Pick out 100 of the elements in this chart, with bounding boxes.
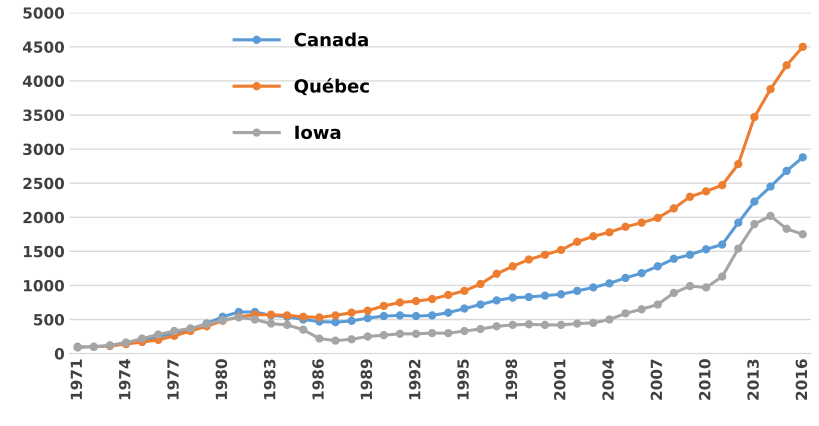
y-tick-label: 4000 — [22, 75, 64, 87]
point — [315, 313, 324, 322]
point — [540, 291, 550, 300]
x-tick-label: 2001 — [554, 359, 566, 400]
y-tick-label: 4500 — [22, 41, 64, 53]
point — [734, 218, 742, 227]
point — [750, 220, 759, 228]
point — [589, 318, 598, 328]
point — [621, 222, 630, 231]
point — [380, 331, 388, 340]
x-tick-label: 2016 — [796, 359, 808, 400]
point — [654, 214, 662, 222]
x-tick-label: 1992 — [408, 360, 420, 400]
point — [686, 282, 694, 290]
point — [364, 332, 372, 341]
point — [766, 212, 775, 220]
point — [750, 112, 759, 122]
point — [524, 255, 533, 264]
x-tick-label: 2013 — [747, 360, 759, 400]
point — [492, 322, 501, 330]
x-tick-label: 1983 — [264, 360, 276, 400]
point — [412, 330, 420, 338]
point — [476, 280, 485, 288]
point — [364, 314, 372, 322]
point — [621, 309, 630, 318]
y-tick-label: 2500 — [23, 178, 64, 190]
point — [798, 230, 807, 238]
x-tick-label: 1995 — [457, 360, 469, 400]
point — [460, 326, 469, 336]
legend-label: Québec — [294, 78, 369, 96]
y-tick-label: 0 — [54, 348, 64, 360]
point — [460, 304, 469, 313]
point — [299, 326, 308, 334]
point — [573, 286, 582, 296]
point — [686, 192, 694, 201]
legend-label: Canada — [294, 32, 368, 46]
x-tick-label: 2004 — [602, 359, 614, 400]
point — [412, 296, 420, 306]
point — [621, 274, 630, 282]
point — [492, 270, 501, 278]
x-tick-label: 1974 — [118, 359, 130, 400]
point — [476, 300, 485, 309]
point — [540, 250, 550, 259]
x-tick-label: 2010 — [698, 359, 711, 400]
point — [798, 42, 807, 52]
point — [331, 336, 340, 345]
point — [718, 181, 726, 190]
point — [766, 84, 775, 94]
point — [589, 283, 598, 292]
point — [380, 312, 388, 320]
y-tick-label: 2000 — [23, 212, 64, 224]
x-tick-label: 1977 — [167, 360, 179, 400]
point — [589, 232, 598, 241]
x-tick-label: 1971 — [70, 359, 82, 400]
legend-label: Iowa — [295, 126, 340, 140]
point — [315, 334, 324, 343]
point — [250, 315, 260, 324]
point — [718, 240, 726, 249]
point — [524, 320, 533, 328]
x-tick-label: 1998 — [506, 359, 518, 400]
point — [605, 315, 614, 324]
x-tick-label: 1986 — [312, 359, 324, 400]
point — [444, 328, 452, 338]
point — [702, 245, 710, 254]
y-tick-label: 3000 — [23, 144, 64, 156]
point — [654, 262, 662, 270]
point — [364, 306, 372, 315]
point — [734, 244, 742, 253]
point — [508, 294, 517, 302]
point — [670, 288, 678, 298]
point — [605, 228, 614, 236]
point — [556, 246, 566, 254]
y-tick-label: 3500 — [23, 109, 64, 122]
point — [508, 262, 517, 270]
point — [718, 272, 726, 281]
y-tick-label: 1500 — [24, 246, 64, 258]
point — [347, 316, 356, 326]
point — [476, 324, 485, 334]
point — [686, 250, 694, 259]
point — [524, 292, 533, 302]
point — [605, 279, 614, 288]
point — [299, 312, 308, 321]
point — [782, 61, 791, 70]
point — [396, 298, 404, 307]
y-tick-label: 1000 — [24, 280, 64, 292]
x-tick-label: 1980 — [216, 359, 228, 400]
point — [670, 254, 678, 264]
point — [347, 308, 356, 317]
point — [782, 166, 791, 176]
x-tick-label: 1989 — [360, 359, 372, 400]
point — [508, 320, 517, 330]
point — [331, 311, 340, 320]
point — [331, 318, 340, 326]
point — [428, 328, 436, 338]
y-tick-label: 5000 — [23, 7, 64, 19]
point — [396, 311, 404, 320]
point — [266, 319, 276, 328]
point — [460, 286, 469, 296]
point — [444, 308, 452, 317]
point — [428, 311, 436, 320]
